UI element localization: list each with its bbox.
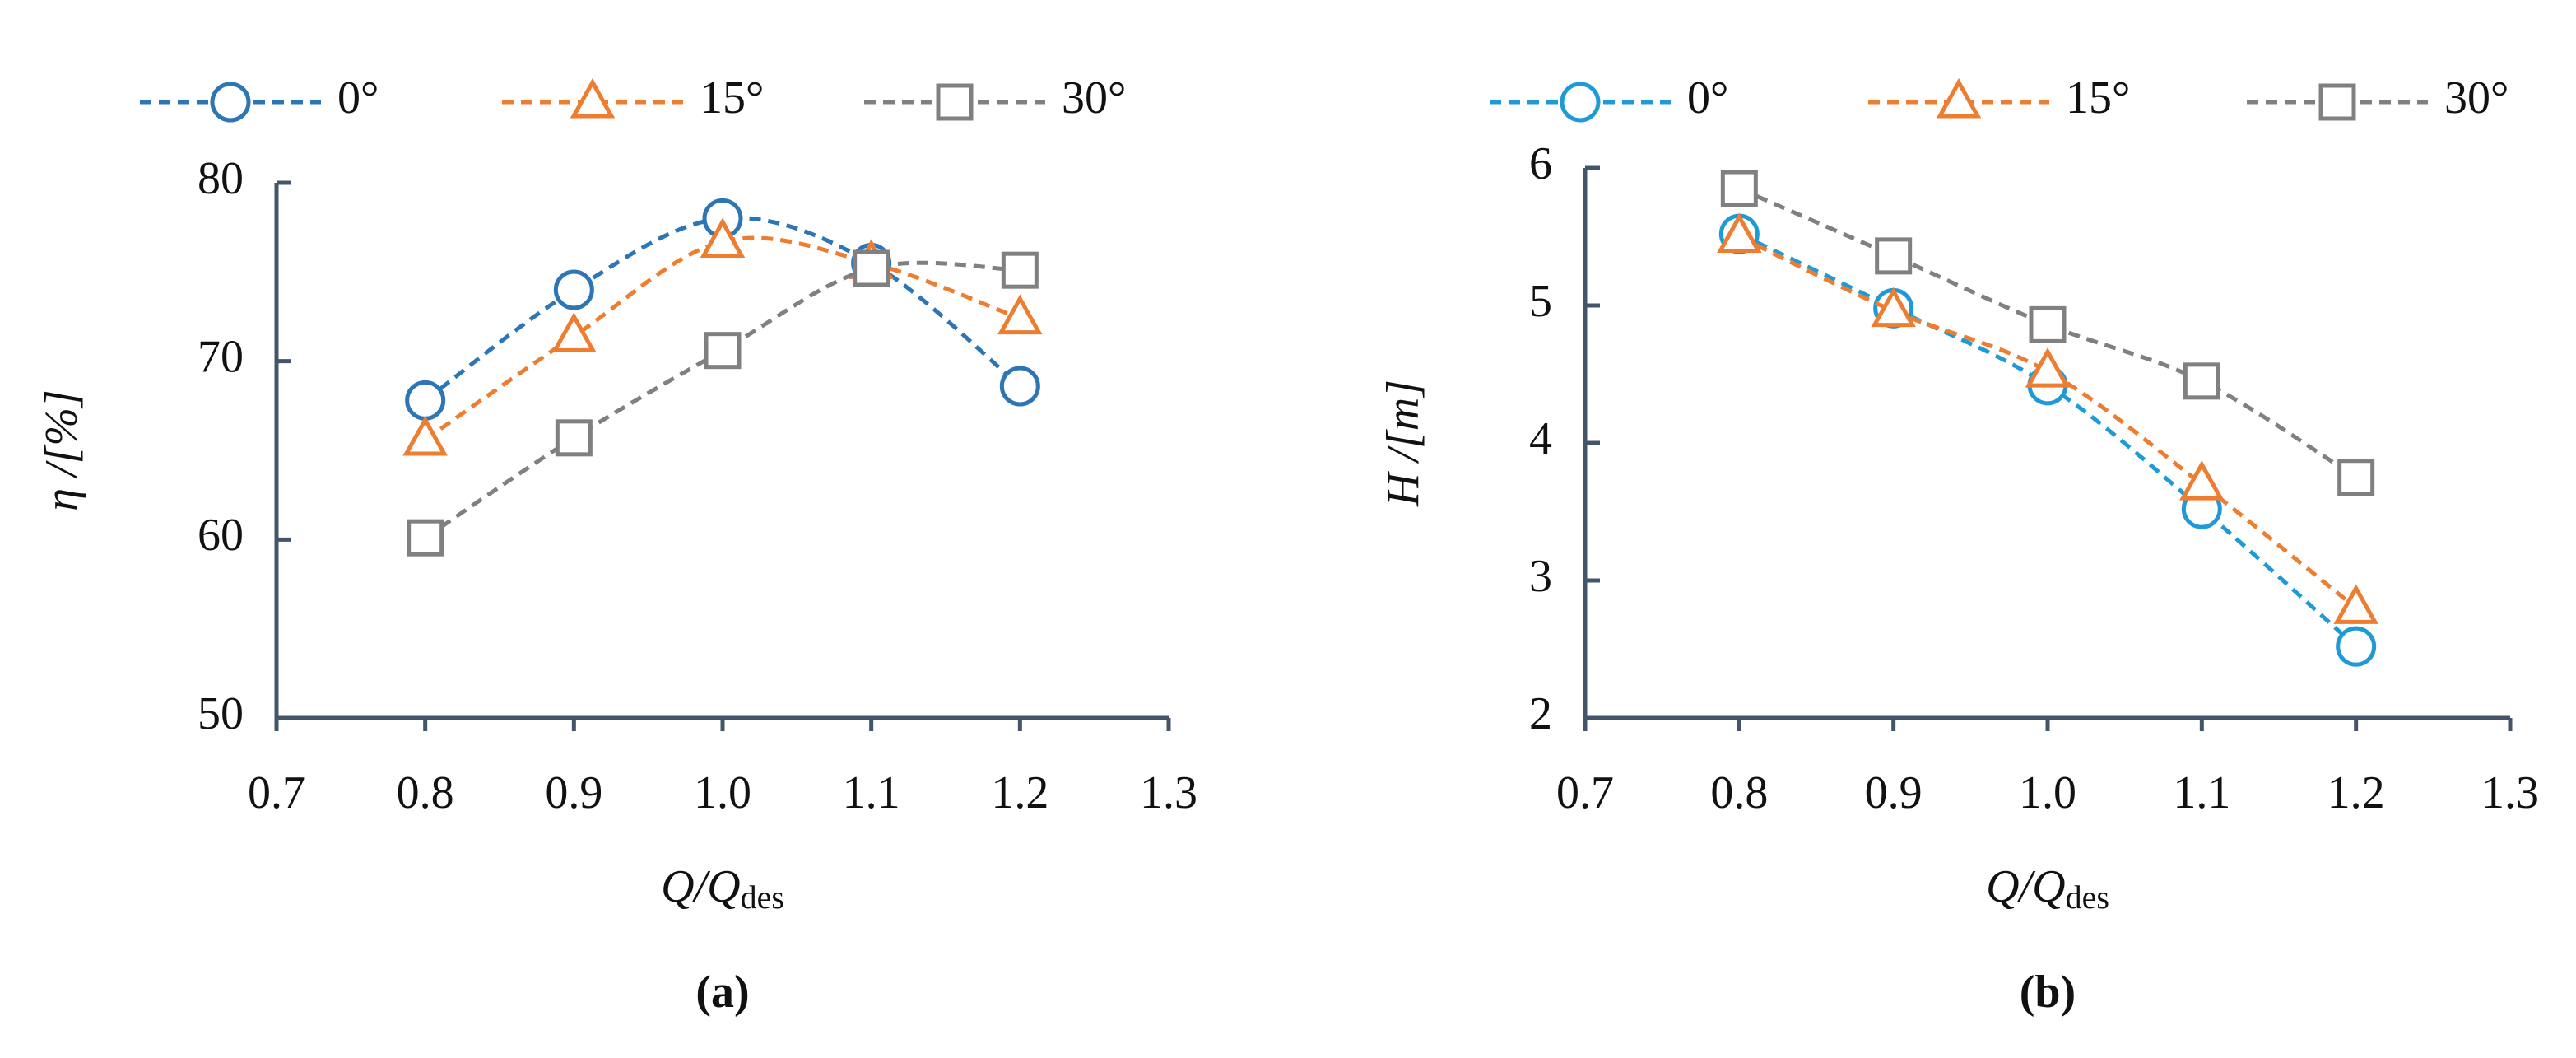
- marker: [407, 519, 444, 557]
- marker: [1717, 212, 1762, 253]
- series-line: [424, 235, 1021, 442]
- series-line: [1738, 235, 2358, 610]
- y-tick-label: 80: [198, 153, 244, 204]
- chart: 50 60 70 80 0.7 0.8 0.9 1.0 1.1 1.2 1.3 η /[%] Q/Qde…: [36, 72, 1197, 1018]
- marker: [2336, 626, 2377, 667]
- x-tick-label: 0.7: [1556, 767, 1614, 818]
- marker: [853, 249, 890, 287]
- x-tick-label: 1.0: [694, 767, 751, 818]
- x-tick-label: 1.1: [843, 767, 900, 818]
- marker: [700, 217, 746, 258]
- panel-label: (a): [695, 967, 749, 1018]
- x-tick-label: 1.3: [2481, 767, 2539, 818]
- x-axis-label-main: Q/Q: [1986, 861, 2065, 912]
- marker: [553, 269, 594, 310]
- x-tick-label: 1.2: [2327, 767, 2385, 818]
- marker: [2337, 459, 2375, 496]
- marker: [402, 415, 448, 456]
- legend-marker: [1560, 82, 1601, 123]
- marker: [1001, 251, 1039, 289]
- x-axis-label: Q/Qdes: [1986, 861, 2109, 916]
- marker: [704, 332, 742, 370]
- marker: [2025, 347, 2071, 388]
- y-tick-label: 4: [1529, 413, 1552, 464]
- marker: [999, 366, 1040, 407]
- chart: 2 3 4 5 6 0.7 0.8 0.9 1.0 1.1 1.2 1.3 H /[m] Q/Qdes (b…: [1378, 72, 2539, 1018]
- legend-label: 0°: [337, 72, 379, 124]
- y-tick-label: 50: [198, 688, 244, 739]
- y-tick-label: 2: [1529, 688, 1552, 739]
- legend-label: 15°: [2066, 72, 2130, 124]
- y-axis-label: H /[m]: [1378, 380, 1429, 507]
- marker: [1720, 170, 1758, 207]
- legend-marker: [2318, 83, 2356, 121]
- y-tick-label: 3: [1529, 551, 1552, 602]
- y-tick-label: 6: [1529, 138, 1552, 189]
- marker: [2029, 305, 2067, 343]
- marker: [2333, 584, 2378, 624]
- x-tick-label: 0.7: [248, 767, 305, 818]
- marker: [1871, 287, 1916, 328]
- x-axis-label-sub: des: [741, 879, 784, 916]
- y-tick-label: 5: [1529, 276, 1552, 327]
- x-tick-label: 0.9: [1865, 767, 1923, 818]
- legend-label: 0°: [1687, 72, 1728, 124]
- series-line: [1738, 231, 2358, 649]
- x-tick-label: 1.0: [2019, 767, 2076, 818]
- marker: [555, 419, 593, 457]
- series-line: [424, 260, 1021, 540]
- x-tick-label: 1.2: [991, 767, 1049, 818]
- marker: [2179, 459, 2225, 501]
- marker: [997, 294, 1043, 335]
- x-tick-label: 0.9: [545, 767, 602, 818]
- legend-marker: [570, 77, 616, 119]
- x-axis-label-main: Q/Q: [661, 861, 740, 912]
- x-tick-label: 1.1: [2173, 767, 2230, 818]
- panel-label: (b): [2020, 967, 2076, 1018]
- y-axis-label: η /[%]: [36, 389, 87, 511]
- legend-marker: [210, 82, 251, 123]
- marker: [405, 380, 446, 421]
- marker: [2183, 362, 2220, 400]
- legend-label: 15°: [700, 72, 764, 124]
- x-axis-label-sub: des: [2066, 879, 2109, 916]
- x-tick-label: 0.8: [1710, 767, 1768, 818]
- x-tick-label: 0.8: [397, 767, 454, 818]
- legend-label: 30°: [1062, 72, 1126, 124]
- x-axis-label: Q/Qdes: [661, 861, 784, 916]
- y-tick-label: 70: [198, 332, 244, 383]
- marker: [551, 312, 597, 352]
- x-tick-label: 1.3: [1140, 767, 1197, 818]
- legend-marker: [936, 83, 974, 121]
- legend-marker: [1936, 77, 1982, 119]
- y-tick-label: 60: [198, 510, 244, 561]
- legend-label: 30°: [2444, 72, 2509, 124]
- marker: [1875, 237, 1913, 275]
